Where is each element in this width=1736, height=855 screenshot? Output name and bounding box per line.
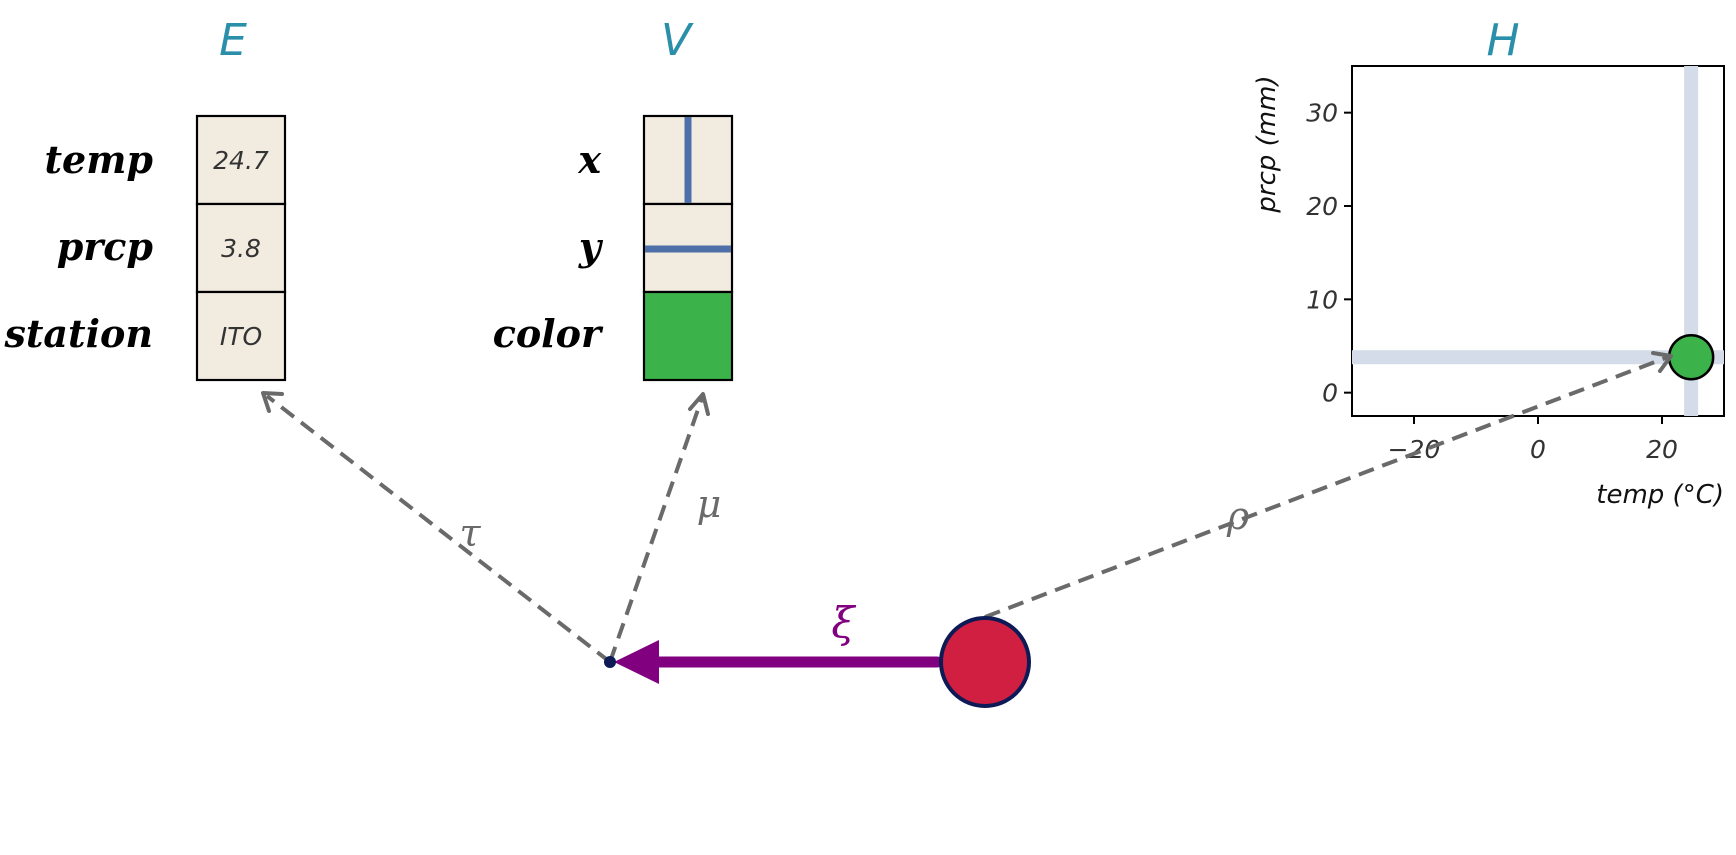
tau-arrowhead <box>261 391 284 413</box>
section-title-e: E <box>219 15 247 66</box>
e-row-label-temp: temp <box>44 137 153 182</box>
e-cell-temp <box>195 114 287 206</box>
section-title-v: V <box>661 15 694 66</box>
v-row-label-y: y <box>578 224 604 269</box>
e-row-label-station: station <box>3 311 153 356</box>
dashed-arrows <box>261 351 1673 664</box>
source-circle <box>939 616 1031 708</box>
mu-arrowhead <box>688 392 710 416</box>
y-tick-label: 20 <box>1306 192 1338 221</box>
rho-label: ρ <box>1226 494 1250 538</box>
rho-arrow <box>984 355 1669 619</box>
tau-label: τ <box>459 511 481 555</box>
y-tick-label: 0 <box>1322 379 1338 408</box>
v-row-label-x: x <box>577 137 602 182</box>
tau-arrow <box>265 394 612 664</box>
rho-arrowhead <box>1651 351 1673 373</box>
e-cell-station <box>195 290 287 382</box>
xi-arrowhead <box>614 640 659 684</box>
mu-arrow <box>608 397 704 663</box>
y-tick-label: 10 <box>1306 285 1338 314</box>
target-point <box>604 656 616 668</box>
v-row-label-color: color <box>493 311 604 356</box>
x-tick-label: 0 <box>1530 435 1546 464</box>
y-tick-label: 30 <box>1306 99 1338 128</box>
chart-points <box>1667 333 1715 381</box>
mu-label: μ <box>697 482 722 526</box>
e-value-station: ITO <box>220 322 262 351</box>
e-value-prcp: 3.8 <box>221 234 261 263</box>
chart-y-axis-label: prcp (mm) <box>1252 75 1282 213</box>
v-table: x y color <box>493 114 734 382</box>
xi-label: ξ <box>831 598 856 647</box>
chart-title: H <box>1486 15 1519 66</box>
e-row-label-prcp: prcp <box>57 224 154 269</box>
v-cell-color <box>642 290 734 382</box>
chart-x-axis-label: temp (°C) <box>1596 480 1724 510</box>
data-point <box>1667 333 1715 381</box>
e-value-temp: 24.7 <box>213 146 269 175</box>
e-cell-prcp <box>195 202 287 294</box>
x-tick-label: 20 <box>1646 435 1678 464</box>
e-table: temp prcp station 24.7 3.8 ITO <box>3 114 287 382</box>
